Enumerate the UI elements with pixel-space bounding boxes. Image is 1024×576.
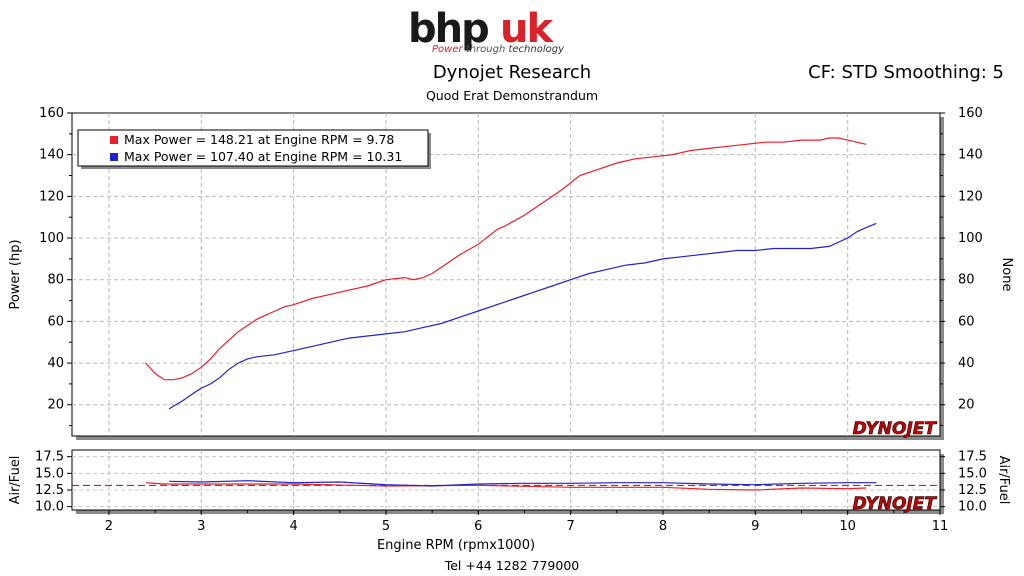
power-curve-run-2 <box>168 222 877 410</box>
power-y-tick-label-right: 140 <box>958 148 983 163</box>
correction-factor-info: CF: STD Smoothing: 5 <box>808 62 1004 83</box>
power-y-tick-label: 20 <box>47 398 64 413</box>
power-y-tick-label-right: 160 <box>958 106 983 121</box>
afr-y-tick-label-right: 15.0 <box>958 466 987 481</box>
dynojet-watermark-power: DYNOJET <box>853 419 938 439</box>
x-tick-label: 7 <box>566 519 574 534</box>
chart-subtitle: Quod Erat Demonstrandum <box>425 88 599 103</box>
x-axis-label: Engine RPM (rpmx1000) <box>377 538 535 553</box>
afr-curve-run-1 <box>145 482 867 491</box>
power-y-tick-label: 80 <box>47 273 64 288</box>
power-y-tick-label-right: 40 <box>958 356 975 371</box>
dynojet-watermark-afr: DYNOJET <box>853 494 938 514</box>
svg-text:bhp: bhp <box>408 6 488 52</box>
legend-box <box>77 129 429 167</box>
footer-phone: Tel +44 1282 779000 <box>444 558 580 573</box>
x-tick-label: 4 <box>289 519 297 534</box>
afr-y-tick-label: 15.0 <box>35 466 64 481</box>
power-y-tick-label: 60 <box>47 314 64 329</box>
legend-entry-run-1: Max Power = 148.21 at Engine RPM = 9.78 <box>124 132 394 147</box>
afr-panel-frame <box>71 449 941 511</box>
legend-swatch-run-2 <box>110 153 118 161</box>
chart-title: Dynojet Research <box>432 62 592 83</box>
power-y-tick-label-right: 80 <box>958 273 975 288</box>
power-y-tick-label: 100 <box>39 231 64 246</box>
power-y-axis-label-right: None <box>999 258 1014 292</box>
power-y-axis-label: Power (hp) <box>8 239 23 309</box>
afr-y-tick-label-right: 17.5 <box>958 450 987 465</box>
power-y-tick-label-right: 120 <box>958 189 983 204</box>
x-tick-label: 8 <box>659 519 667 534</box>
power-y-tick-label: 120 <box>39 189 64 204</box>
afr-y-tick-label-right: 12.5 <box>958 483 987 498</box>
power-y-tick-label: 160 <box>39 106 64 121</box>
afr-y-tick-label: 10.0 <box>35 500 64 515</box>
x-tick-label: 2 <box>105 519 113 534</box>
power-y-tick-label-right: 100 <box>958 231 983 246</box>
x-tick-label: 10 <box>839 519 856 534</box>
afr-y-tick-label: 12.5 <box>35 483 64 498</box>
bhpuk-logo: bhp uk Power through technology <box>408 6 565 55</box>
legend-swatch-run-1 <box>110 136 118 144</box>
x-tick-label: 6 <box>474 519 482 534</box>
svg-text:Power through technology: Power through technology <box>432 44 565 55</box>
afr-y-axis-label: Air/Fuel <box>8 456 23 505</box>
power-y-tick-label: 140 <box>39 148 64 163</box>
afr-curve-run-2 <box>168 480 877 487</box>
afr-y-axis-label-right: Air/Fuel <box>996 456 1011 505</box>
x-tick-label: 3 <box>197 519 205 534</box>
x-tick-label: 5 <box>382 519 390 534</box>
power-y-tick-label: 40 <box>47 356 64 371</box>
afr-y-tick-label: 17.5 <box>35 450 64 465</box>
power-curve-run-1 <box>145 137 867 381</box>
x-tick-label: 11 <box>932 519 949 534</box>
x-tick-label: 9 <box>751 519 759 534</box>
power-y-tick-label-right: 60 <box>958 314 975 329</box>
svg-text:uk: uk <box>500 6 554 52</box>
legend-entry-run-2: Max Power = 107.40 at Engine RPM = 10.31 <box>124 149 402 164</box>
power-y-tick-label-right: 20 <box>958 398 975 413</box>
afr-y-tick-label-right: 10.0 <box>958 500 987 515</box>
